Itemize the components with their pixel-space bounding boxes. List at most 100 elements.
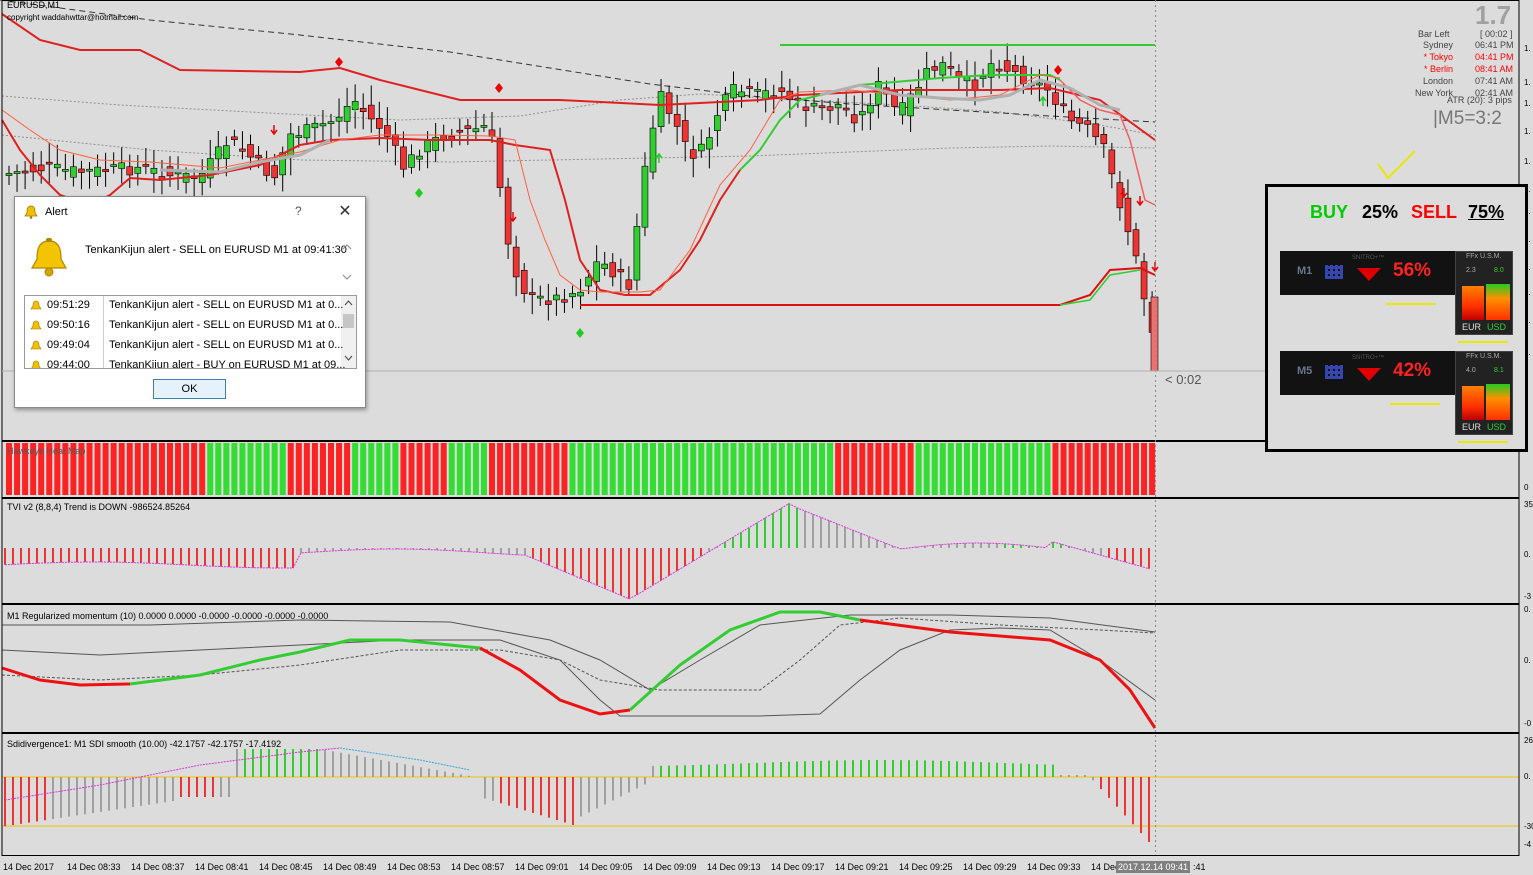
price-tick-label: 1. [1524,99,1531,108]
pane-frame [1,441,1520,498]
candle-body [110,164,117,167]
session-city: Sydney [1422,40,1453,50]
candle-body [150,167,158,174]
heat-bar [456,443,463,495]
candle-body [1003,60,1011,72]
grey-smooth-line-2 [159,138,331,174]
close-button[interactable]: ✕ [338,203,352,220]
heat-bar [392,443,399,495]
time-tick-label: 14 Dec 09:01 [515,862,569,872]
ok-button[interactable]: OK [153,379,226,399]
candle-body [488,129,496,137]
candle-body [818,105,826,109]
heat-bar [996,443,1003,495]
heat-bar [207,443,214,495]
candle-body [714,115,721,131]
bell-icon [24,205,38,219]
heat-bar [891,443,898,495]
ffx-right-value: 8.1 [1494,367,1504,374]
heat-bar [102,443,109,495]
heat-bar [1012,443,1019,495]
heat-bar [1116,443,1123,495]
price-tick-label: 1. [1524,127,1531,136]
buy-arrow [1039,95,1047,106]
candle-body [528,292,536,295]
heat-bar [666,443,673,495]
heat-bar [505,443,512,495]
candle-body [609,262,617,278]
candle-body [231,136,238,141]
candle-body [939,62,947,76]
alert-history-list[interactable]: 09:51:29 TenkanKijun alert - SELL on EURU… [24,295,357,369]
price-pane [0,0,1159,372]
candle-body [665,92,673,114]
heat-bar [650,443,656,495]
strength-meter: M5 SNITRO+™ 42% [1280,351,1455,395]
alert-list-item[interactable]: 09:44:00 TenkanKijun alert - BUY on EURUS… [25,356,346,369]
heat-bar [762,443,769,495]
candle-body [601,263,609,269]
candle-body [1108,149,1116,175]
meter-grid-icon [1325,365,1343,379]
alert-list-item[interactable]: 09:49:04 TenkanKijun alert - SELL on EURU… [25,336,343,356]
candle-body [810,102,818,107]
heat-bar [811,443,817,495]
candle-body [1011,65,1019,72]
momentum-pane [1,610,1157,729]
ffx-left-bar [1462,386,1484,420]
heat-bar [464,443,471,495]
alert-list-item[interactable]: 09:50:16 TenkanKijun alert - SELL on EURU… [25,316,343,336]
timeframe-ratio: |M5=3:2 [1433,108,1502,129]
candle-body [706,137,713,150]
heat-bar [625,443,632,495]
alert-list-scrollbar[interactable] [341,296,356,368]
candle-body [271,165,278,179]
heat-bar [1044,443,1051,495]
heat-bar [344,443,351,495]
candle-body [545,300,552,305]
session-city: London [1422,76,1453,86]
meter-percent: 42% [1393,360,1432,381]
heat-bar [633,443,640,495]
candle-body [923,67,931,79]
heat-bar [1108,443,1115,495]
heat-bar [907,443,914,495]
column-divider [103,356,104,368]
heat-bar [947,443,954,495]
heat-bar [480,443,487,495]
ffx-quote: USD [1487,322,1507,332]
time-tick-label: 14 Dec 09:33 [1027,862,1081,872]
candle-body [762,90,770,100]
heat-bar [150,443,157,495]
indicator-tick-label: 35 [1524,500,1533,509]
help-button[interactable]: ? [295,204,302,218]
heat-bar [271,443,278,495]
candle-body [689,149,697,159]
candle-body [126,166,134,176]
heat-bar [786,443,793,495]
heat-bar [859,443,866,495]
heat-bar [553,443,560,495]
alert-message: TenkanKijun alert - SELL on EURUSD M1 at… [85,244,347,256]
tvi-label: TVI v2 (8,8,4) Trend is DOWN -986524.852… [7,502,191,512]
alert-titlebar[interactable]: Alert ? ✕ [15,197,365,227]
time-tick-label: 14 Dec 09:21 [835,862,889,872]
heat-bar [126,443,133,495]
time-tick-label: 14 Dec 08:37 [131,862,185,872]
alert-text: TenkanKijun alert - BUY on EURUSD M1 at … [109,359,346,369]
signal-panel: BUY 25% SELL 75% M1 SNITRO+™ 56% FFx U.S.M.… [1265,184,1528,452]
candle-body [400,146,407,170]
signal-diamond [335,57,343,67]
column-divider [103,336,104,356]
heat-bar [1076,443,1083,495]
candle-body [1140,261,1148,300]
alert-list-item[interactable]: 09:51:29 TenkanKijun alert - SELL on EURU… [25,296,343,316]
heat-bar [1149,443,1156,495]
heat-bar [738,443,745,495]
heat-bar [754,443,761,495]
alert-title: Alert [45,206,68,218]
hawkeye-label: Hawkeye Heat Map [7,446,86,456]
message-scroll-arrows[interactable] [342,243,352,283]
